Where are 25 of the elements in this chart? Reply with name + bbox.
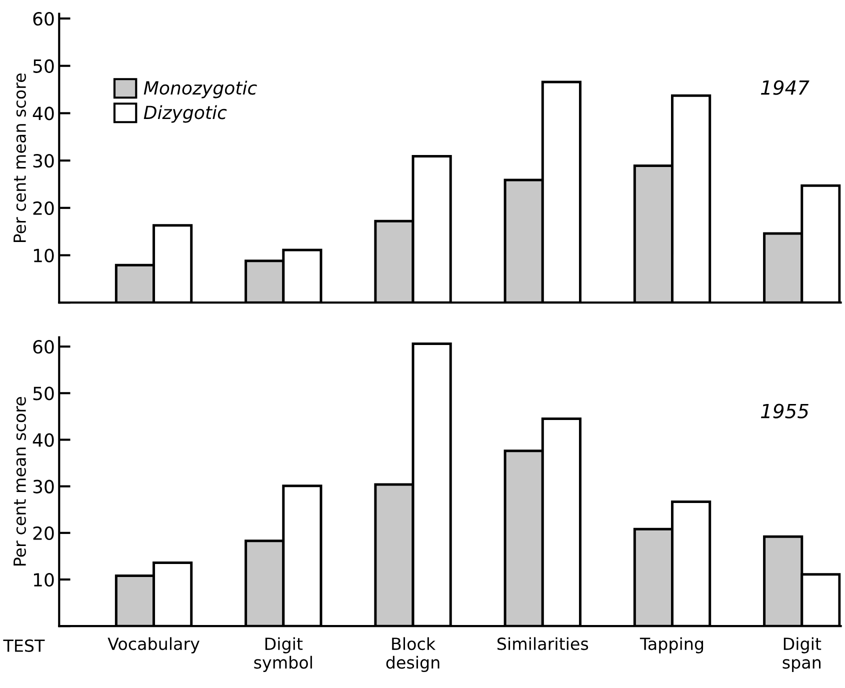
y-tick-label: 20 (33, 201, 54, 216)
legend-label: Monozygotic (144, 80, 257, 98)
y-tick-label: 50 (33, 386, 54, 400)
y-tick-label: 10 (34, 248, 54, 262)
y-tick-label: 20 (33, 526, 54, 540)
legend-label: Dizygotic (144, 105, 227, 123)
x-tick-label: Similarities (497, 637, 588, 650)
y-axis-title: Per cent mean score (14, 397, 26, 566)
y-tick-label: 30 (33, 480, 54, 494)
y-axis-title: Per cent mean score (14, 74, 26, 242)
y-tick-label: 60 (33, 340, 54, 354)
x-tick-label: Digit span (782, 637, 822, 672)
x-tick-label: Vocabulary (108, 637, 200, 654)
x-axis-title: TEST (3, 639, 45, 652)
x-tick-label: Tapping (640, 637, 704, 654)
annotation: 1947 (760, 80, 810, 95)
y-tick-label: 50 (33, 59, 54, 73)
y-tick-label: 40 (32, 106, 54, 120)
y-tick-label: 10 (34, 572, 54, 587)
annotation: 1955 (760, 404, 808, 418)
x-tick-label: Digit symbol (254, 637, 312, 672)
x-tick-label: Block design (386, 637, 440, 672)
y-tick-label: 30 (33, 154, 54, 168)
y-tick-label: 60 (33, 12, 54, 26)
y-tick-label: 40 (32, 433, 54, 447)
